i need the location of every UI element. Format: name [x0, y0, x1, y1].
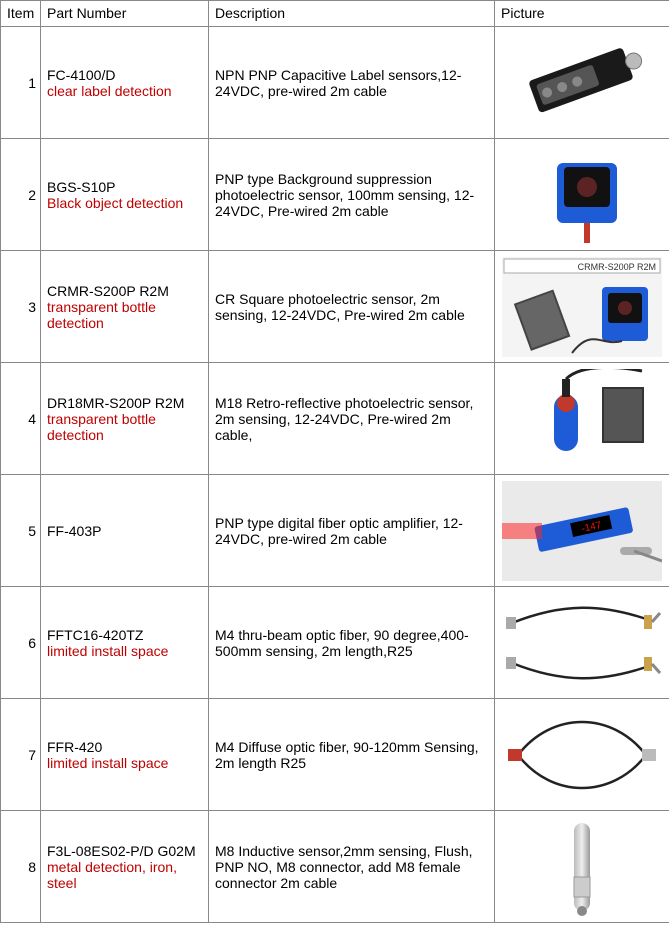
part-number: CRMR-S200P R2M — [47, 283, 202, 299]
part-note: clear label detection — [47, 83, 202, 99]
part-number: FFTC16-420TZ — [47, 627, 202, 643]
part-number-cell: DR18MR-S200P R2Mtransparent bottle detec… — [41, 363, 209, 475]
sensor-table: Item Part Number Description Picture 1FC… — [0, 0, 669, 923]
item-number: 7 — [1, 699, 41, 811]
table-row: 6FFTC16-420TZlimited install spaceM4 thr… — [1, 587, 669, 699]
picture-cell — [495, 699, 669, 811]
item-number: 5 — [1, 475, 41, 587]
description: M4 Diffuse optic fiber, 90-120mm Sensing… — [209, 699, 495, 811]
col-item: Item — [1, 1, 41, 27]
part-number-cell: F3L-08ES02-P/D G02Mmetal detection, iron… — [41, 811, 209, 923]
col-pic: Picture — [495, 1, 669, 27]
sensor-m18-blue-icon — [502, 369, 662, 469]
part-number-cell: FF-403P — [41, 475, 209, 587]
table-row: 3CRMR-S200P R2Mtransparent bottle detect… — [1, 251, 669, 363]
picture-cell — [495, 363, 669, 475]
sensor-reflector-pair-icon: CRMR-S200P R2M — [502, 257, 662, 357]
item-number: 4 — [1, 363, 41, 475]
description: CR Square photoelectric sensor, 2m sensi… — [209, 251, 495, 363]
part-note: limited install space — [47, 643, 202, 659]
description: M8 Inductive sensor,2mm sensing, Flush, … — [209, 811, 495, 923]
table-row: 8F3L-08ES02-P/D G02Mmetal detection, iro… — [1, 811, 669, 923]
table-row: 5 FF-403P PNP type digital fiber optic amp… — [1, 475, 669, 587]
picture-cell: CRMR-S200P R2M — [495, 251, 669, 363]
part-number: F3L-08ES02-P/D G02M — [47, 843, 202, 859]
inductive-m8-icon — [502, 817, 662, 917]
sensor-rect-black-icon — [502, 33, 662, 133]
table-row: 1FC-4100/Dclear label detectionNPN PNP C… — [1, 27, 669, 139]
table-row: 7FFR-420limited install spaceM4 Diffuse … — [1, 699, 669, 811]
item-number: 1 — [1, 27, 41, 139]
picture-cell — [495, 27, 669, 139]
item-number: 2 — [1, 139, 41, 251]
item-number: 3 — [1, 251, 41, 363]
col-part: Part Number — [41, 1, 209, 27]
description: PNP type digital fiber optic amplifier, … — [209, 475, 495, 587]
part-number-cell: FFR-420limited install space — [41, 699, 209, 811]
part-number-cell: FC-4100/Dclear label detection — [41, 27, 209, 139]
part-number-cell: FFTC16-420TZlimited install space — [41, 587, 209, 699]
part-note: transparent bottle detection — [47, 299, 202, 331]
description: M4 thru-beam optic fiber, 90 degree,400-… — [209, 587, 495, 699]
fiber-cable-pair-icon — [502, 593, 662, 693]
part-number-cell: BGS-S10PBlack object detection — [41, 139, 209, 251]
col-desc: Description — [209, 1, 495, 27]
picture-cell — [495, 139, 669, 251]
picture-cell — [495, 587, 669, 699]
description: M18 Retro-reflective photoelectric senso… — [209, 363, 495, 475]
sensor-blue-box-icon — [502, 145, 662, 245]
svg-text:CRMR-S200P R2M: CRMR-S200P R2M — [578, 262, 656, 272]
fiber-cable-single-icon — [502, 705, 662, 805]
part-number: FFR-420 — [47, 739, 202, 755]
fiber-amplifier-icon: -147 — [502, 481, 662, 581]
picture-cell: -147 — [495, 475, 669, 587]
picture-cell — [495, 811, 669, 923]
part-number-cell: CRMR-S200P R2Mtransparent bottle detecti… — [41, 251, 209, 363]
table-row: 2BGS-S10PBlack object detectionPNP type … — [1, 139, 669, 251]
part-note: transparent bottle detection — [47, 411, 202, 443]
part-note: limited install space — [47, 755, 202, 771]
table-row: 4DR18MR-S200P R2Mtransparent bottle dete… — [1, 363, 669, 475]
description: NPN PNP Capacitive Label sensors,12-24VD… — [209, 27, 495, 139]
part-note: metal detection, iron, steel — [47, 859, 202, 891]
item-number: 8 — [1, 811, 41, 923]
part-number: BGS-S10P — [47, 179, 202, 195]
header-row: Item Part Number Description Picture — [1, 1, 669, 27]
part-number: FC-4100/D — [47, 67, 202, 83]
item-number: 6 — [1, 587, 41, 699]
part-number: DR18MR-S200P R2M — [47, 395, 202, 411]
part-number: FF-403P — [47, 523, 202, 539]
part-note: Black object detection — [47, 195, 202, 211]
description: PNP type Background suppression photoele… — [209, 139, 495, 251]
